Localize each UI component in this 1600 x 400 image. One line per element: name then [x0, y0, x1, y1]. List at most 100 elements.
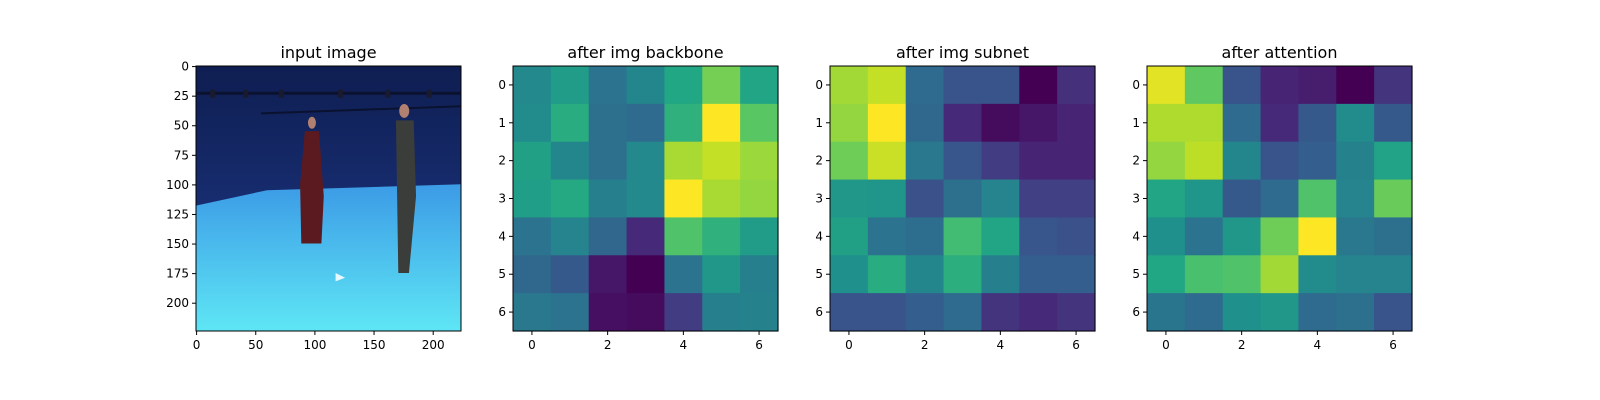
heatmap-cell [981, 66, 1020, 105]
heatmap-cell [1298, 293, 1337, 332]
heatmap-cell [1184, 255, 1224, 294]
heatmap-cell [1147, 66, 1186, 105]
heatmap-cell [1147, 103, 1186, 143]
heatmap-cell [1057, 217, 1096, 256]
y-tick-label: 4 [1132, 229, 1140, 243]
heatmap-cell [702, 103, 741, 143]
heatmap-cell [588, 293, 628, 332]
heatmap-cell [740, 179, 779, 219]
heatmap-cell [943, 141, 983, 181]
heatmap-cell [905, 66, 945, 105]
heatmap-cell [1374, 141, 1413, 181]
heatmap-cell [702, 179, 741, 219]
heatmap-cell [867, 66, 907, 105]
y-tick-label: 125 [166, 207, 189, 221]
heatmap-cell [943, 66, 983, 105]
heatmap-cell [1222, 217, 1262, 256]
heatmap-cell [1298, 103, 1337, 143]
heatmap-cell [1184, 66, 1224, 105]
panel-title: input image [280, 43, 376, 62]
panel-title: after attention [1222, 43, 1338, 62]
heatmap-cell [626, 217, 666, 256]
x-tick-label: 2 [604, 338, 612, 352]
heatmap-cell [1057, 141, 1096, 181]
heatmap-cell [740, 293, 779, 332]
x-tick-label: 6 [1389, 338, 1397, 352]
heatmap-cell [905, 255, 945, 294]
y-tick-label: 5 [815, 267, 823, 281]
heatmap-cell [1057, 66, 1096, 105]
heatmap-cell [1336, 293, 1375, 332]
y-tick-label: 100 [166, 178, 189, 192]
heatmap-cell [1184, 179, 1224, 219]
y-tick-label: 0 [181, 60, 189, 74]
heatmap-cell [1336, 217, 1375, 256]
image-camera [426, 89, 432, 98]
heatmap-cell [513, 293, 552, 332]
heatmap-cell [1298, 255, 1337, 294]
heatmap-cell [740, 255, 779, 294]
heatmap-cell [1260, 217, 1300, 256]
heatmap-cell [1260, 66, 1300, 105]
heatmap-cell [740, 66, 779, 105]
y-tick-label: 175 [166, 267, 189, 281]
heatmap-cell [702, 255, 741, 294]
heatmap-cell [626, 255, 666, 294]
heatmap-cell [1336, 103, 1375, 143]
heatmap-cell [1336, 66, 1375, 105]
y-tick-label: 1 [815, 116, 823, 130]
image-floor-mark [335, 273, 346, 282]
y-tick-label: 6 [498, 305, 506, 319]
heatmap-cell [664, 255, 703, 294]
x-tick-label: 2 [921, 338, 929, 352]
heatmap-cell [1298, 179, 1337, 219]
heatmap-cell [943, 293, 983, 332]
heatmap-cell [905, 293, 945, 332]
heatmap-cell [830, 217, 869, 256]
heatmap-cell [943, 217, 983, 256]
heatmap-cell [1019, 179, 1058, 219]
x-tick-label: 6 [1072, 338, 1080, 352]
y-tick-label: 1 [1132, 116, 1140, 130]
heatmap-cell [626, 179, 666, 219]
heatmap-cell [702, 66, 741, 105]
heatmap-cell [1222, 103, 1262, 143]
x-tick-label: 4 [997, 338, 1005, 352]
heatmap-cell [1336, 179, 1375, 219]
heatmap-cell [1057, 293, 1096, 332]
x-tick-label: 6 [755, 338, 763, 352]
heatmap-cell [905, 103, 945, 143]
heatmap-cell [513, 255, 552, 294]
heatmap-cell [1057, 103, 1096, 143]
heatmap-cell [1374, 255, 1413, 294]
image-camera [210, 89, 216, 98]
x-tick-label: 4 [1314, 338, 1322, 352]
heatmap-cell [867, 179, 907, 219]
heatmap-cell [588, 217, 628, 256]
heatmap-cell [1298, 217, 1337, 256]
heatmap-cell [981, 255, 1020, 294]
image-floor [196, 184, 461, 331]
heatmap-cell [1147, 255, 1186, 294]
heatmap-cell [1374, 66, 1413, 105]
x-tick-label: 200 [422, 338, 445, 352]
heatmap-cell [1374, 217, 1413, 256]
heatmap-cell [550, 103, 590, 143]
y-tick-label: 75 [174, 148, 189, 162]
heatmap-cell [513, 217, 552, 256]
heatmap-cell [550, 141, 590, 181]
heatmap-cell [702, 141, 741, 181]
image-person-head [307, 116, 316, 129]
heatmap-cell [550, 66, 590, 105]
heatmap-cell [1374, 293, 1413, 332]
heatmap-cell [664, 179, 703, 219]
heatmap-cell [588, 103, 628, 143]
heatmap-cell [702, 217, 741, 256]
panel-title: after img subnet [896, 43, 1029, 62]
heatmap-cell [513, 103, 552, 143]
image-person-head [399, 103, 410, 118]
heatmap-cell [1222, 255, 1262, 294]
heatmap-cell [867, 293, 907, 332]
heatmap-cell [867, 141, 907, 181]
heatmap-cell [513, 179, 552, 219]
